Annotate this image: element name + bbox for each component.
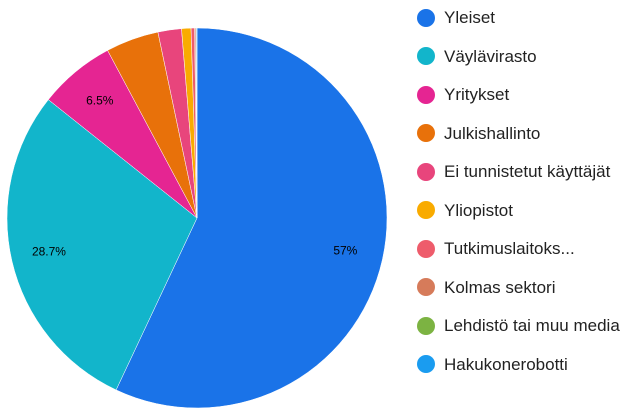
slice-label: 6.5% (86, 93, 114, 107)
legend-item[interactable]: Väylävirasto (416, 45, 621, 68)
legend-swatch (417, 85, 435, 104)
legend-label: Ei tunnistetut käyttäjät (444, 162, 611, 181)
legend-swatch (417, 124, 435, 142)
legend-label: Hakukonerobotti (444, 354, 568, 374)
legend-swatch (417, 162, 435, 181)
pie-slice (115, 27, 388, 409)
legend-swatch (417, 47, 435, 65)
legend-swatch (417, 201, 435, 219)
legend-label: Tutkimuslaitoks... (444, 239, 575, 258)
legend-label: Julkishallinto (444, 123, 541, 143)
legend-label: Kolmas sektori (444, 277, 556, 297)
legend-item[interactable]: Kolmas sektori (416, 276, 621, 299)
legend-label: Yleiset (444, 8, 496, 27)
legend-item[interactable]: Tutkimuslaitoks... (416, 237, 621, 260)
slice-label: 28.7% (32, 245, 66, 259)
legend-label: Yritykset (444, 85, 510, 104)
legend-item[interactable]: Yleiset (416, 6, 621, 29)
legend-swatch (417, 278, 435, 296)
legend-label: Yliopistot (444, 200, 513, 220)
legend-label: Lehdistö tai muu media (444, 316, 620, 335)
pie-slice (6, 99, 198, 391)
legend-item[interactable]: Yliopistot (416, 199, 621, 222)
legend-swatch (417, 355, 435, 373)
legend-label: Väylävirasto (444, 46, 537, 66)
legend-item[interactable]: Hakukonerobotti (416, 353, 621, 376)
slice-label: 57% (333, 243, 357, 257)
legend-item[interactable]: Lehdistö tai muu media (416, 314, 621, 337)
legend-swatch (417, 8, 435, 27)
legend-swatch (417, 239, 435, 258)
pie-slice (196, 27, 198, 219)
legend: Yleiset Väylävirasto Yritykset Julkishallin… (416, 6, 621, 391)
chart: 57% 28.7% 6.5% (6, 27, 388, 409)
legend-swatch (417, 316, 435, 335)
legend-item[interactable]: Ei tunnistetut käyttäjät (416, 160, 621, 183)
legend-item[interactable]: Yritykset (416, 83, 621, 106)
legend-item[interactable]: Julkishallinto (416, 122, 621, 145)
